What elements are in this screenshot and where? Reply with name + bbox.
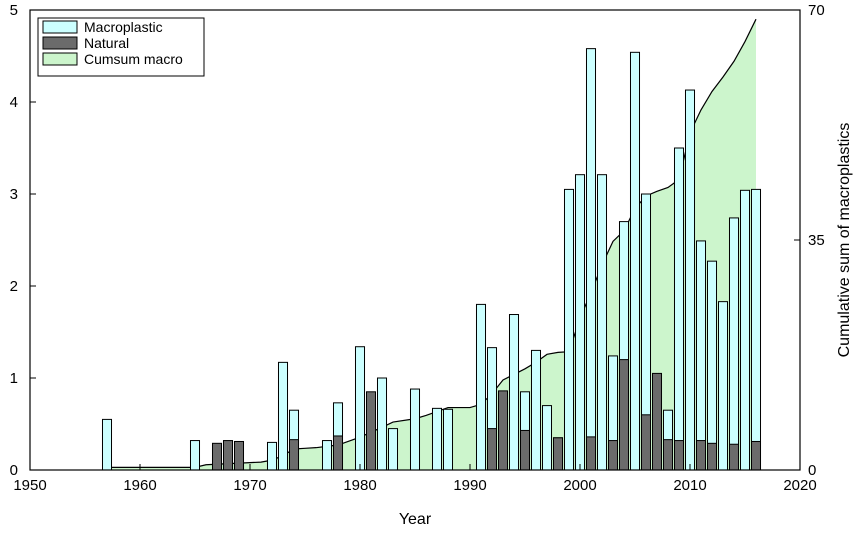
- natural-bar: [607, 440, 619, 471]
- macroplastic-bar: [750, 188, 762, 471]
- natural-bar: [332, 435, 344, 471]
- x-tick-label: 1960: [123, 477, 156, 494]
- macroplastic-bar: [673, 147, 685, 471]
- x-tick-label: 2010: [673, 477, 706, 494]
- x-tick-label: 1970: [233, 477, 266, 494]
- macroplastic-bar: [376, 377, 388, 471]
- macroplastic-bar: [189, 440, 201, 471]
- macroplastic-bar: [541, 405, 553, 471]
- y-tick-label: 3: [10, 186, 18, 203]
- natural-bar: [288, 439, 300, 471]
- macroplastic-bar: [563, 188, 575, 471]
- natural-bar: [640, 414, 652, 471]
- macroplastic-bar: [508, 314, 520, 471]
- y-tick-label: 5: [10, 2, 18, 19]
- x-tick-label: 2020: [783, 477, 816, 494]
- natural-bar: [750, 440, 762, 471]
- macroplastic-bar: [717, 301, 729, 471]
- natural-bar: [651, 372, 663, 471]
- natural-bar: [486, 428, 498, 471]
- y-tick-label: 1: [10, 370, 18, 387]
- legend-entry-cumsum: Cumsum macro: [84, 51, 183, 67]
- y-tick-label: 2: [10, 278, 18, 295]
- legend-entry-natural: Natural: [84, 35, 129, 51]
- x-tick-label: 1980: [343, 477, 376, 494]
- macroplastic-bar: [574, 174, 586, 471]
- y2-tick-label: 0: [808, 462, 816, 479]
- legend-swatch: [42, 52, 78, 66]
- natural-bar: [673, 440, 685, 471]
- macroplastic-bar: [442, 408, 454, 471]
- x-tick-label: 1950: [13, 477, 46, 494]
- legend-entry-macroplastic: Macroplastic: [84, 19, 163, 35]
- natural-bar: [233, 440, 245, 471]
- y2-tick-label: 70: [808, 2, 825, 19]
- macroplastic-bar: [728, 217, 740, 471]
- macroplastic-bar: [277, 361, 289, 471]
- macroplastic-bar: [409, 388, 421, 471]
- y2-tick-label: 35: [808, 232, 825, 249]
- y-tick-label: 0: [10, 462, 18, 479]
- macroplastic-bar: [354, 346, 366, 471]
- natural-bar: [706, 442, 718, 471]
- natural-bar: [497, 390, 509, 471]
- macroplastic-bar: [387, 428, 399, 471]
- natural-bar: [585, 436, 597, 471]
- x-axis-title: Year: [399, 511, 432, 528]
- y-tick-label: 4: [10, 94, 18, 111]
- natural-bar: [618, 359, 630, 471]
- natural-bar: [222, 440, 234, 471]
- natural-bar: [365, 391, 377, 471]
- natural-bar: [519, 429, 531, 471]
- natural-bar: [695, 440, 707, 471]
- legend-swatch: [42, 20, 78, 34]
- macroplastic-bar: [530, 349, 542, 471]
- macroplastic-bar: [739, 189, 751, 471]
- macroplastic-bar: [101, 418, 113, 471]
- macroplastic-bar: [431, 407, 443, 471]
- macroplastic-bar: [475, 303, 487, 471]
- natural-bar: [662, 439, 674, 471]
- macroplastic-bar: [596, 174, 608, 471]
- macroplastic-bar: [321, 440, 333, 471]
- macroplastic-bar: [684, 89, 696, 471]
- macroplastic-bar: [585, 48, 597, 471]
- macroplastic-bar: [266, 441, 278, 471]
- macroplastic-bar: [706, 260, 718, 471]
- natural-bar: [728, 443, 740, 471]
- macroplastic-bar: [695, 240, 707, 471]
- macroplastic-bar: [629, 51, 641, 471]
- x-tick-label: 1990: [453, 477, 486, 494]
- x-tick-label: 2000: [563, 477, 596, 494]
- y2-axis-title: Cumulative sum of macroplastics: [836, 123, 853, 358]
- natural-bar: [552, 437, 564, 471]
- natural-bar: [211, 442, 223, 471]
- legend-swatch: [42, 36, 78, 50]
